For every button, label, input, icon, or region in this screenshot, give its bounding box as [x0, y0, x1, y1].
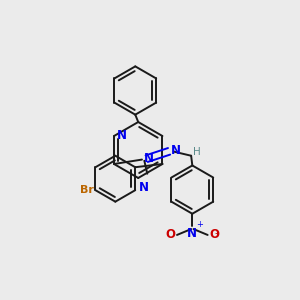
Text: Br: Br	[80, 185, 94, 195]
Text: O: O	[209, 228, 219, 242]
Text: N: N	[171, 144, 181, 157]
Text: N: N	[139, 181, 149, 194]
Text: N: N	[144, 152, 154, 166]
Text: +: +	[196, 220, 203, 230]
Text: N: N	[117, 129, 127, 142]
Text: -: -	[214, 228, 218, 238]
Text: O: O	[166, 228, 176, 242]
Text: N: N	[187, 227, 197, 240]
Text: H: H	[194, 147, 201, 157]
